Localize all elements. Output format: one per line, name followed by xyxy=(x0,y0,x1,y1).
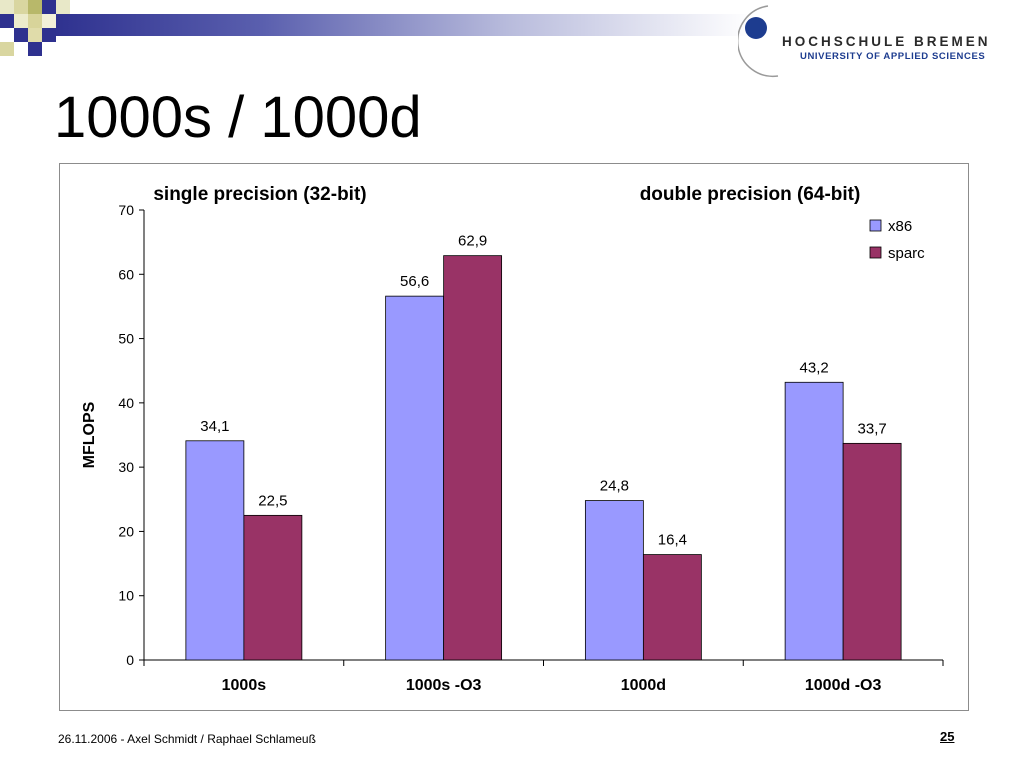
y-tick-label: 0 xyxy=(126,652,134,668)
logo-mark xyxy=(738,5,779,78)
bar-sparc xyxy=(842,442,902,661)
data-label-x86: 24,8 xyxy=(600,478,629,495)
data-label-sparc: 62,9 xyxy=(458,233,487,250)
bar-x86 xyxy=(385,295,445,661)
group-title-double: double precision (64-bit) xyxy=(640,184,861,205)
y-tick-label: 30 xyxy=(118,459,134,475)
bar-chart: single precision (32-bit) double precisio… xyxy=(81,184,944,694)
chart-frame: single precision (32-bit) double precisio… xyxy=(59,163,969,711)
group-title-single: single precision (32-bit) xyxy=(153,184,366,205)
bar-sparc xyxy=(243,514,303,661)
x-category-label: 1000d xyxy=(621,677,666,694)
legend-label-x86: x86 xyxy=(888,218,912,235)
y-tick-label: 60 xyxy=(118,266,134,282)
header-gradient-bar xyxy=(52,14,752,36)
y-tick-label: 70 xyxy=(118,202,134,218)
bar-x86 xyxy=(185,440,245,661)
data-label-x86: 56,6 xyxy=(400,273,429,290)
slide-title: 1000s / 1000d xyxy=(54,85,422,150)
bar-x86 xyxy=(784,381,844,661)
y-tick-label: 40 xyxy=(118,395,134,411)
data-label-sparc: 16,4 xyxy=(658,532,687,549)
decorative-squares xyxy=(0,0,80,60)
legend-label-sparc: sparc xyxy=(888,245,925,262)
data-label-x86: 34,1 xyxy=(200,418,229,435)
legend-swatch-sparc xyxy=(869,246,882,259)
logo-subtitle: UNIVERSITY OF APPLIED SCIENCES xyxy=(800,51,986,62)
y-tick-label: 20 xyxy=(118,523,134,539)
y-tick-label: 50 xyxy=(118,331,134,347)
logo-name: HOCHSCHULE BREMEN xyxy=(782,34,991,49)
legend-swatch-x86 xyxy=(869,219,882,232)
data-label-sparc: 33,7 xyxy=(858,420,887,437)
header-band: HOCHSCHULE BREMEN UNIVERSITY OF APPLIED … xyxy=(0,0,1024,78)
bar-sparc xyxy=(443,255,503,661)
page-number: 25 xyxy=(940,729,955,744)
x-category-label: 1000d -O3 xyxy=(805,677,882,694)
data-label-sparc: 22,5 xyxy=(258,492,287,509)
x-category-label: 1000s -O3 xyxy=(406,677,482,694)
bar-sparc xyxy=(642,554,702,661)
y-axis-title: MFLOPS xyxy=(81,401,98,468)
bar-x86 xyxy=(584,500,644,661)
x-category-label: 1000s xyxy=(222,677,267,694)
footer-text: 26.11.2006 - Axel Schmidt / Raphael Schl… xyxy=(58,732,316,746)
y-tick-label: 10 xyxy=(118,588,134,604)
university-logo: HOCHSCHULE BREMEN UNIVERSITY OF APPLIED … xyxy=(738,0,1024,80)
data-label-x86: 43,2 xyxy=(800,359,829,376)
